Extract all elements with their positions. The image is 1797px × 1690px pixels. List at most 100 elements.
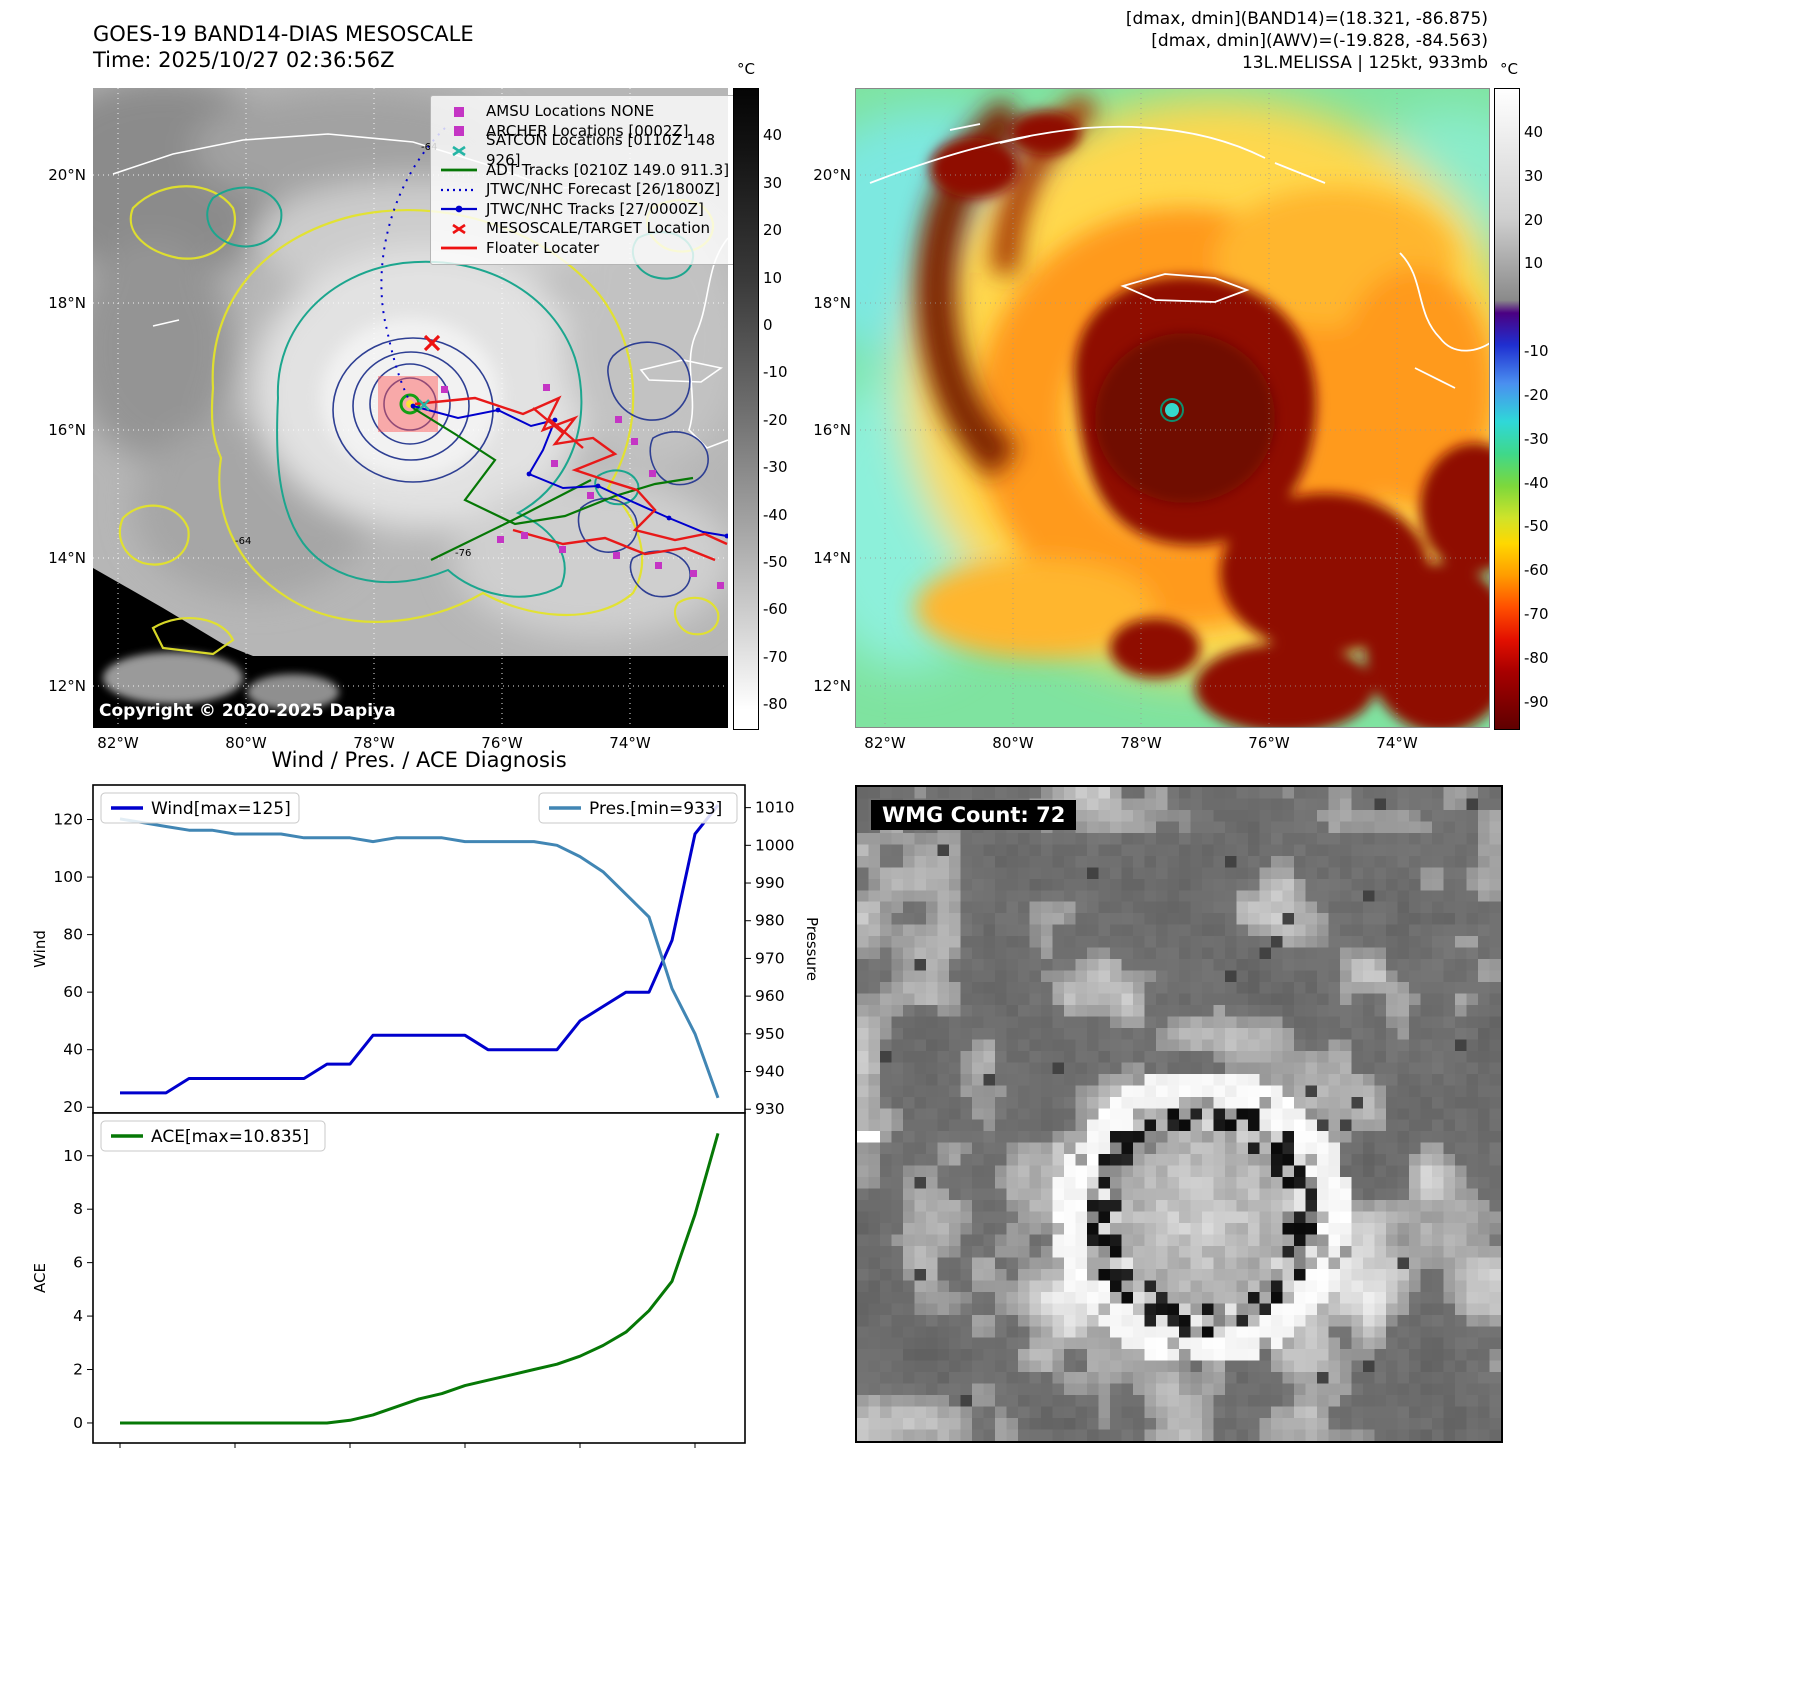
- colorbar-tick-label: 40: [763, 126, 783, 145]
- colorbar-tick-label: -40: [763, 505, 788, 524]
- lon-tick-label: 76°W: [1248, 734, 1290, 752]
- axis-tick-label: 1010: [755, 799, 794, 817]
- lon-tick-label: 82°W: [864, 734, 906, 752]
- wind-legend-box: [100, 792, 300, 824]
- wmg-pixel-image: [857, 787, 1501, 1441]
- lat-tick-label: 16°N: [48, 421, 86, 439]
- band14-colorbar: [733, 88, 759, 730]
- storm-cloud-shield: [321, 318, 501, 478]
- lon-tick-label: 82°W: [97, 734, 139, 752]
- colorbar-tick-label: -60: [1524, 561, 1549, 580]
- lat-tick-label: 20°N: [813, 166, 851, 184]
- pressure-axis-label: Pressure: [803, 917, 821, 981]
- archer-amsu-squares: [441, 384, 724, 589]
- legend-label: Floater Locater: [486, 238, 600, 257]
- colorbar-tick-label: -50: [1524, 517, 1549, 536]
- colorbar-tick-label: -50: [763, 553, 788, 572]
- colorbar-tick-label: -10: [763, 363, 788, 382]
- ir-coldest-ring: [1095, 333, 1275, 503]
- legend-line-icon: [439, 163, 479, 177]
- wmg-count-badge: WMG Count: 72: [871, 800, 1077, 830]
- low-cloud-patches: [103, 652, 339, 710]
- wind-line: [120, 804, 720, 1095]
- colorbar-tick-label: 30: [1524, 166, 1544, 185]
- lon-tick-label: 80°W: [992, 734, 1034, 752]
- colorbar-tick-label: 20: [763, 221, 783, 240]
- axis-tick-label: 10: [63, 1147, 83, 1165]
- header-line: [dmax, dmin](BAND14)=(18.321, -86.875): [1125, 9, 1488, 29]
- colorbar-tick-label: -70: [1524, 605, 1549, 624]
- pres-legend-label: Pres.[min=933]: [589, 799, 722, 819]
- axis-tick-label: 4: [73, 1307, 83, 1325]
- axis-tick-label: 80: [63, 926, 83, 944]
- copyright-text: Copyright © 2020-2025 Dapiya: [99, 701, 396, 721]
- wind-pres-ace-charts: 2040608010012093094095096097098099010001…: [31, 784, 821, 1448]
- lat-tick-label: 18°N: [48, 294, 86, 312]
- axis-tick-label: 990: [755, 874, 785, 892]
- adt-track-green: [412, 407, 694, 561]
- header-line: 13L.MELISSA | 125kt, 933mb: [1241, 53, 1488, 73]
- lon-tick-label: 78°W: [353, 734, 395, 752]
- axis-tick-label: 970: [755, 949, 785, 967]
- colorbar-tick-label: -20: [763, 410, 788, 429]
- axis-tick-label: 1000: [755, 836, 794, 854]
- pressure-line: [119, 817, 720, 1099]
- axis-tick-label: 980: [755, 912, 785, 930]
- lat-tick-label: 18°N: [813, 294, 851, 312]
- axis-tick-label: 40: [63, 1041, 83, 1059]
- axis-tick-label: 0: [73, 1414, 83, 1432]
- ace-line: [120, 1132, 720, 1425]
- legend-label: SATCON Locations [0110Z 148 926]: [486, 131, 716, 169]
- lat-tick-label: 20°N: [48, 166, 86, 184]
- lat-tick-label: 16°N: [813, 421, 851, 439]
- colorbar-unit: °C: [1500, 60, 1518, 78]
- axis-tick-label: 2: [73, 1361, 83, 1379]
- axis-tick-label: 960: [755, 987, 785, 1005]
- map-legend-box: AMSU Locations NONE ARCHER Locations [000…: [430, 95, 746, 265]
- jtwc-track-blue: [410, 403, 728, 539]
- legend-label: ARCHER Locations [0002Z]: [486, 121, 689, 140]
- ace-legend-label: ACE[max=10.835]: [151, 1127, 309, 1147]
- axis-tick-label: 120: [53, 811, 83, 829]
- legend-item: JTWC/NHC Tracks [27/0000Z]: [439, 200, 737, 220]
- colorbar-tick-label: -20: [1524, 385, 1549, 404]
- off-swath-wedge: [93, 568, 253, 656]
- axis-tick-label: 950: [755, 1025, 785, 1043]
- contour-label: -76: [455, 548, 471, 559]
- colorbar-tick-label: 10: [763, 268, 783, 287]
- colorbar-tick-label: -30: [1524, 429, 1549, 448]
- ir-orange-shield: [915, 188, 1490, 658]
- lon-tick-label: 74°W: [609, 734, 651, 752]
- lat-tick-label: 12°N: [813, 677, 851, 695]
- colorbar-tick-label: 20: [1524, 210, 1544, 229]
- legend-item: ARCHER Locations [0002Z]: [439, 122, 737, 142]
- legend-item: JTWC/NHC Forecast [26/1800Z]: [439, 180, 737, 200]
- colorbar-tick-label: -40: [1524, 473, 1549, 492]
- lat-tick-label: 12°N: [48, 677, 86, 695]
- legend-line-icon: [439, 241, 479, 255]
- satcon-x-marker: [418, 399, 430, 411]
- colorbar-tick-label: 0: [763, 316, 773, 335]
- colorbar-tick-label: -80: [763, 695, 788, 714]
- header-line: [dmax, dmin](AWV)=(-19.828, -84.563): [1151, 31, 1488, 51]
- axis-tick-label: 60: [63, 983, 83, 1001]
- colorbar-tick-label: -90: [1524, 692, 1549, 711]
- colorbar-tick-label: -60: [763, 600, 788, 619]
- colorbar-tick-label: -70: [763, 647, 788, 666]
- legend-x-icon: [439, 144, 479, 158]
- band14-time: Time: 2025/10/27 02:36:56Z: [93, 48, 395, 72]
- lon-tick-label: 80°W: [225, 734, 267, 752]
- axis-tick-label: 6: [73, 1254, 83, 1272]
- colorbar-tick-label: 10: [1524, 254, 1544, 273]
- colorbar-tick-label: -80: [1524, 648, 1549, 667]
- map-frame: [855, 88, 1490, 728]
- lon-tick-label: 76°W: [481, 734, 523, 752]
- coastlines: [869, 123, 1490, 389]
- colorbar-tick-label: 30: [763, 173, 783, 192]
- ace-plot-frame: [92, 1112, 746, 1444]
- axis-tick-label: 20: [63, 1098, 83, 1116]
- wind-legend-label: Wind[max=125]: [151, 799, 291, 819]
- legend-label: MESOSCALE/TARGET Location: [486, 219, 711, 237]
- storm-info-header: [dmax, dmin](BAND14)=(18.321, -86.875) [d…: [900, 8, 1488, 74]
- pres-legend-box: [538, 792, 738, 824]
